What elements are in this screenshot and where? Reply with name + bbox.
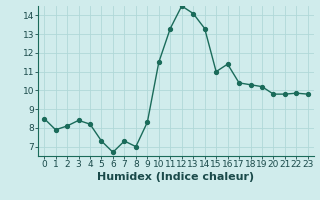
X-axis label: Humidex (Indice chaleur): Humidex (Indice chaleur) <box>97 172 255 182</box>
